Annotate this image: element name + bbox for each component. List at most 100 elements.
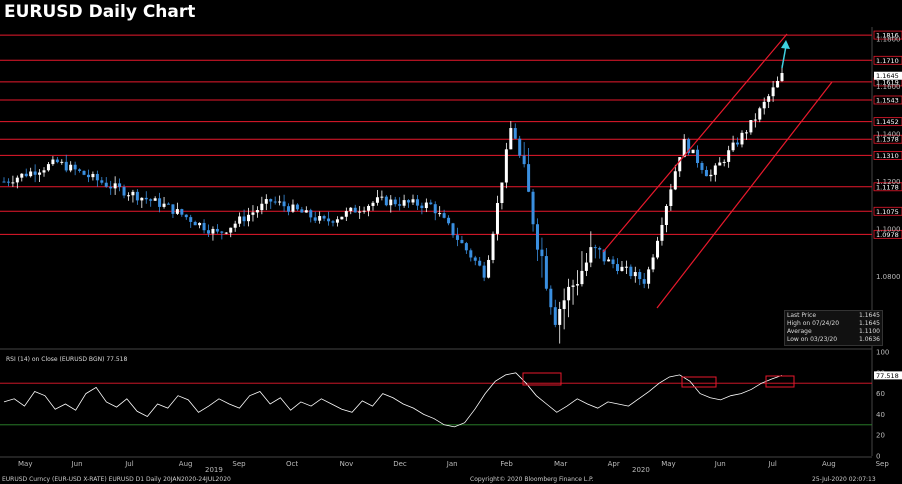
- candle-body: [15, 177, 19, 183]
- candle-body: [451, 223, 455, 236]
- y-tick-label: 1.1000: [876, 226, 901, 234]
- x-tick-label: Aug: [822, 460, 836, 468]
- candle-body: [140, 197, 144, 201]
- candle-body: [629, 266, 633, 277]
- year-label: 2019: [205, 466, 223, 474]
- candle-body: [473, 257, 477, 261]
- footer-right: 25-Jul-2020 02:07:13: [812, 476, 876, 483]
- candle-body: [304, 210, 308, 213]
- candle-body: [411, 199, 415, 203]
- candle-body: [700, 163, 704, 170]
- x-tick-label: Feb: [500, 460, 513, 468]
- level-box: [873, 229, 902, 239]
- candle-body: [500, 182, 504, 204]
- rsi-tick-label: 20: [876, 432, 885, 440]
- candle-body: [669, 189, 673, 207]
- candle-body: [367, 205, 371, 211]
- candle-body: [42, 170, 46, 173]
- footer-center: Copyright© 2020 Bloomberg Finance L.P.: [470, 476, 594, 483]
- candle-body: [264, 199, 268, 204]
- candle-body: [51, 159, 55, 165]
- candle-body: [33, 171, 37, 175]
- price-axis: 1.0800 1.1000 1.1200 1.1400 1.1600 1.1800 1.16…: [874, 35, 902, 281]
- candle-body: [673, 171, 677, 190]
- price-channel: [602, 33, 833, 309]
- candle-body: [11, 182, 15, 184]
- level-box: [873, 134, 902, 144]
- candle-body: [198, 222, 202, 226]
- legend-value: 1.0636: [859, 336, 880, 343]
- candle-body: [220, 231, 224, 233]
- legend-label: Last Price: [787, 312, 817, 319]
- candle-body: [166, 203, 170, 205]
- candle-body: [558, 309, 562, 325]
- candle-body: [260, 203, 264, 211]
- candle-body: [527, 164, 531, 192]
- candle-body: [584, 262, 588, 271]
- level-box: [873, 95, 902, 105]
- candle-body: [762, 101, 766, 109]
- candle-body: [487, 259, 491, 278]
- candle-body: [353, 207, 357, 213]
- candle-body: [375, 197, 379, 203]
- candle-body: [215, 228, 219, 232]
- candle-body: [73, 164, 77, 170]
- candle-body: [193, 221, 197, 226]
- last-price-box: [874, 71, 902, 80]
- candle-body: [135, 191, 139, 201]
- x-tick-label: Jun: [71, 460, 83, 468]
- candle-body: [589, 247, 593, 263]
- candle-body: [544, 256, 548, 289]
- candle-body: [233, 223, 237, 228]
- candle-body: [709, 174, 713, 177]
- candle-body: [24, 173, 28, 177]
- horizontal-levels: 1.1816 1.1710 1.1619 1.1543 1.1452 1.1378 1.13…: [0, 30, 902, 239]
- x-tick-label: Apr: [608, 460, 620, 468]
- level-box: [873, 55, 902, 65]
- candle-body: [429, 202, 433, 205]
- level-label: 1.1178: [876, 183, 899, 191]
- candle-body: [731, 142, 735, 151]
- candle-body: [553, 307, 557, 325]
- candle-body: [469, 250, 473, 258]
- y-tick-label: 1.1200: [876, 178, 901, 186]
- legend-label: High on 07/24/20: [787, 320, 840, 327]
- candle-body: [318, 216, 322, 221]
- candle-body: [335, 219, 339, 223]
- candle-body: [664, 206, 668, 225]
- candle-body: [495, 203, 499, 234]
- legend-label: Average: [787, 328, 812, 335]
- x-tick-label: Nov: [340, 460, 354, 468]
- candle-body: [371, 202, 375, 206]
- price-legend: Last Price 1.1645 High on 07/24/20 1.1645 …: [784, 310, 883, 346]
- candle-body: [202, 222, 206, 231]
- x-tick-label: Jul: [767, 460, 777, 468]
- candle-body: [776, 80, 780, 88]
- x-axis: May Jun Jul Aug Sep Oct Nov Dec Jan Feb Mar Apr May J…: [18, 460, 889, 474]
- channel-upper: [602, 33, 788, 253]
- candle-body: [175, 209, 179, 214]
- candle-body: [38, 172, 42, 175]
- candle-body: [64, 161, 68, 171]
- x-tick-label: Aug: [179, 460, 193, 468]
- candle-body: [207, 230, 211, 234]
- candle-body: [513, 128, 517, 139]
- candle-body: [95, 173, 99, 181]
- level-box: [873, 117, 902, 127]
- candle-body: [104, 182, 108, 187]
- candle-body: [744, 132, 748, 134]
- level-box: [873, 182, 902, 192]
- level-label: 1.1543: [876, 96, 899, 104]
- candle-body: [158, 198, 162, 207]
- candle-body: [660, 224, 664, 241]
- candle-body: [331, 221, 335, 223]
- candle-body: [278, 201, 282, 203]
- candle-body: [482, 265, 486, 278]
- candle-body: [287, 206, 291, 212]
- candle-body: [273, 201, 277, 203]
- candle-body: [624, 266, 628, 268]
- candle-body: [69, 164, 73, 171]
- candle-body: [447, 217, 451, 224]
- candle-body: [455, 235, 459, 240]
- chart-title: EURUSD Daily Chart: [4, 2, 196, 22]
